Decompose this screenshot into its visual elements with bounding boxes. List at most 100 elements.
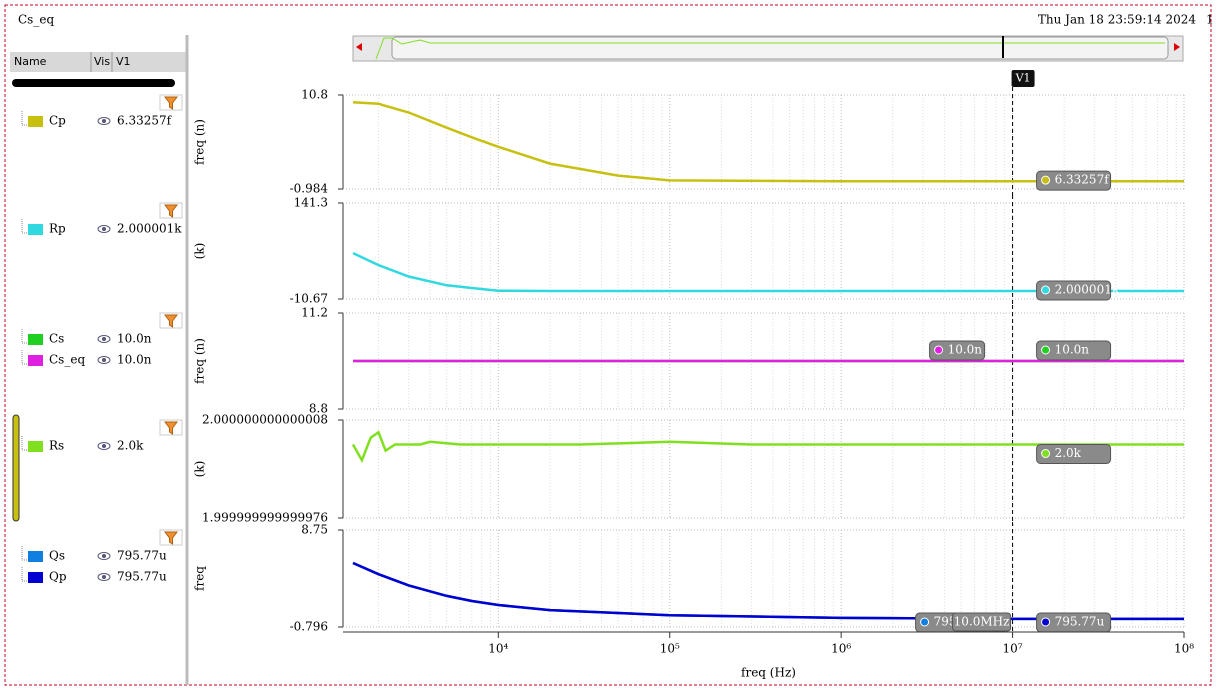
y-tick-label: -0.796 [290,620,328,634]
readout [929,340,986,361]
filter-icon[interactable] [164,204,178,218]
readout-dot [1041,175,1051,185]
y-axis-title: freq [193,566,207,591]
marker-value: 795.77u [117,549,167,563]
y-tick-label: -0.984 [290,182,329,196]
readout-dot [920,617,930,627]
signal-name[interactable]: Cs [49,332,64,346]
column-header: Name [14,55,47,68]
signal-name[interactable]: Rs [49,439,64,453]
readout [1036,340,1112,361]
legend-swatch [28,572,43,583]
overview-window[interactable] [391,36,1169,60]
signal-name[interactable]: Qs [49,549,65,563]
readout [1036,444,1112,464]
legend-swatch [28,551,43,562]
y-tick-label: 8.8 [309,402,328,416]
visibility-icon [102,444,106,448]
x-tick-label: 10⁵ [660,642,680,656]
y-tick-label: 1.999999999999976 [202,511,328,525]
filter-icon[interactable] [164,96,178,110]
y-axis-title: freq (n) [193,119,207,165]
tree-line [21,219,28,234]
trace [352,100,1184,183]
visibility-icon [102,227,106,231]
x-axis-title: freq (Hz) [741,666,796,680]
tree-line [21,111,28,126]
readout-dot [1041,285,1051,295]
readout-dot [1041,617,1051,627]
y-tick-label: 8.75 [301,523,328,537]
cursor-x-readout [952,612,1012,632]
tree-line [21,436,28,451]
marker-value: 10.0n [117,332,152,346]
legend-swatch [28,224,43,235]
cursor-tag [1011,70,1035,87]
marker-value: 10.0n [117,353,152,367]
marker-value: 6.33257f [117,114,173,128]
visibility-icon [102,575,106,579]
trace [352,561,1184,621]
signal-name[interactable]: Qp [49,570,67,584]
marker-value: 795.77u [117,570,167,584]
tree-line [21,329,28,344]
window-border [4,4,1212,686]
tree-line [21,546,28,561]
readout-value: 10.0n [1055,343,1090,357]
cursor-x-value: 10.0MHz [954,615,1010,629]
legend-swatch [28,116,43,127]
readout [1036,170,1112,191]
legend-swatch [28,441,43,452]
timestamp: Thu Jan 18 23:59:14 2024 [1038,13,1196,27]
tree-line [21,567,28,582]
trace [351,430,1184,464]
signal-name[interactable]: Cs_eq [49,353,85,367]
y-tick-label: 141.3 [294,196,328,210]
readout-dot [1041,345,1051,355]
tree-line [21,350,28,365]
y-axis-title: (k) [193,243,207,260]
scrollbar[interactable] [12,79,175,87]
signal-name[interactable]: Rp [49,222,66,236]
overview-trace [375,37,1165,60]
y-tick-label: 11.2 [301,306,328,320]
y-axis-title: (k) [193,461,207,478]
visibility-icon [102,358,106,362]
y-tick-label: -10.67 [290,292,328,306]
visibility-icon [102,337,106,341]
filter-icon[interactable] [164,421,178,435]
y-tick-label: 2.000000000000008 [202,413,328,427]
marker-value: 2.0k [117,439,144,453]
x-tick-label: 10⁶ [831,642,851,656]
readout [1036,280,1112,301]
visibility-icon [102,554,106,558]
page-number: 1 [1206,13,1214,27]
y-axis-title: freq (n) [193,338,207,384]
x-tick-label: 10⁷ [1003,642,1023,656]
filter-icon[interactable] [164,531,178,545]
cursor-name: V1 [1015,72,1031,85]
x-tick-label: 10⁴ [488,642,508,656]
readout-value: 795.77u [1055,615,1105,629]
readout-value: 2.000001k [1055,282,1120,296]
column-header: V1 [116,55,131,68]
scrollbar[interactable] [12,414,20,522]
legend-swatch [28,334,43,345]
marker-value: 2.000001k [117,222,182,236]
readout-value: 2.0k [1055,446,1082,460]
visibility-icon [102,119,106,123]
y-tick-label: 10.8 [301,88,328,102]
readout-dot [934,345,944,355]
trace [352,251,1184,293]
filter-icon[interactable] [164,314,178,328]
readout-value: 6.33257f [1055,173,1111,187]
signal-name[interactable]: Cp [49,114,66,128]
x-tick-label: 10⁸ [1174,642,1194,656]
legend-swatch [28,355,43,366]
readout-value: 10.0n [948,343,983,357]
browser-header [10,52,186,72]
readout-dot [1041,449,1051,458]
window-title: Cs_eq [18,13,54,27]
